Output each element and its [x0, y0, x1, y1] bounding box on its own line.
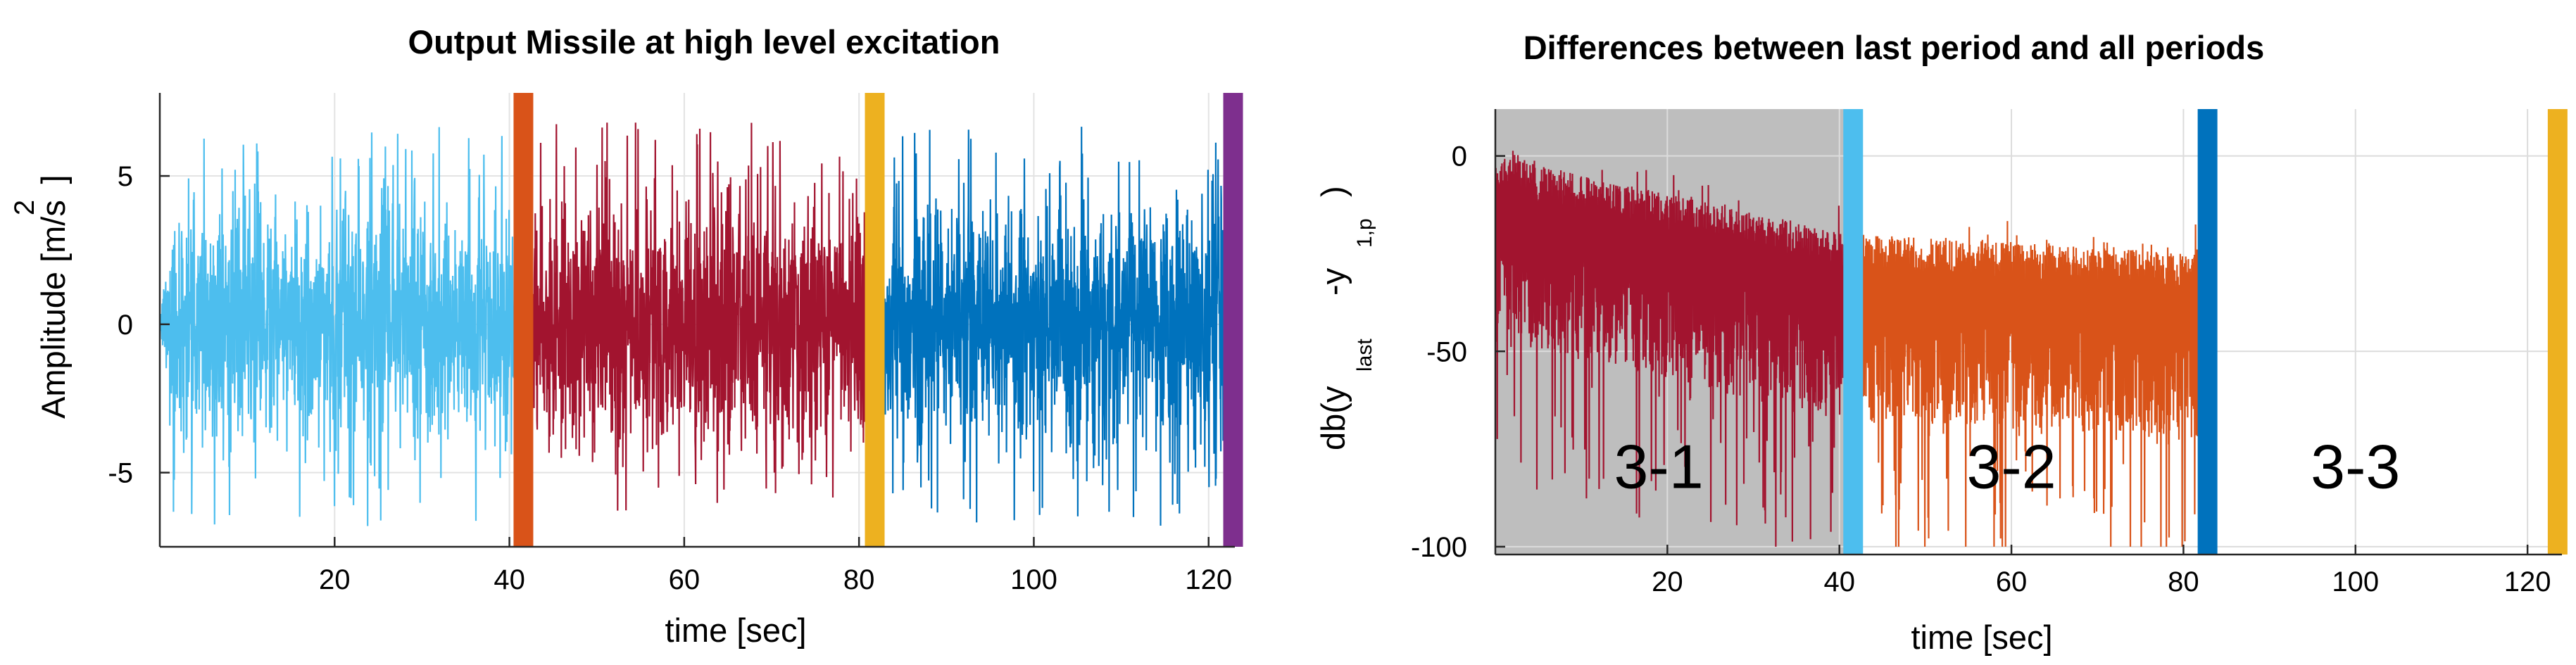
series-line-0 — [1495, 151, 1854, 547]
x-tick-label-3: 80 — [843, 564, 875, 595]
chart-amplitude: 20 40 60 80 100 120 -5 0 5 Output Missile at hig… — [9, 23, 1243, 649]
chart-amplitude-ylabel-close: ] — [34, 175, 72, 184]
chart-amplitude-ylabel-superscript: 2 — [9, 200, 40, 215]
series-line-1 — [1852, 221, 2209, 547]
chart-amplitude-series — [160, 122, 1231, 526]
chart-amplitude-markers — [513, 93, 1243, 547]
x-tick-label-2: 60 — [669, 564, 700, 595]
x-tick-label-0: 20 — [1652, 566, 1683, 597]
series-line-1 — [526, 122, 872, 511]
x-tick-label-1: 40 — [494, 564, 525, 595]
chart-differences-annotations: 3-1 3-2 3-3 — [1614, 432, 2401, 502]
chart-differences-ylabel-sub1: last — [1353, 338, 1376, 372]
chart-differences: 20 40 60 80 100 120 -100 -50 0 3-1 3-2 3-3 Differe… — [1314, 29, 2568, 656]
chart-differences-series — [1495, 151, 2209, 547]
chart-differences-xlabel: time [sec] — [1911, 619, 2052, 656]
y-tick-label-0: -100 — [1411, 532, 1467, 563]
y-tick-label-2: 5 — [118, 161, 133, 192]
chart-differences-ylabel-prefix: db(y — [1314, 386, 1352, 450]
x-tick-label-2: 60 — [1996, 566, 2028, 597]
x-tick-label-5: 120 — [1185, 564, 1232, 595]
chart-amplitude-xlabel: time [sec] — [665, 612, 806, 649]
x-tick-label-1: 40 — [1823, 566, 1855, 597]
chart-differences-ylabel-mid: -y — [1314, 267, 1352, 296]
period-marker-2 — [1223, 93, 1243, 547]
period-marker-0 — [1843, 109, 1864, 555]
period-marker-2 — [2547, 109, 2568, 555]
chart-amplitude-ylabel: Amplitude [m/s — [34, 200, 72, 419]
x-tick-label-4: 100 — [1010, 564, 1057, 595]
chart-amplitude-title: Output Missile at high level excitation — [408, 23, 1000, 61]
series-line-2 — [877, 127, 1231, 526]
chart-differences-ylabel-close: ) — [1314, 186, 1352, 197]
y-tick-label-2: 0 — [1452, 141, 1467, 172]
chart-differences-markers — [1843, 109, 2568, 555]
x-tick-label-0: 20 — [319, 564, 351, 595]
period-marker-0 — [513, 93, 534, 547]
period-marker-1 — [865, 93, 885, 547]
chart-differences-axes — [1494, 109, 2562, 556]
chart-differences-ylabel-sub2: 1,p — [1353, 218, 1376, 248]
period-marker-1 — [2197, 109, 2218, 555]
y-tick-label-0: -5 — [108, 458, 133, 489]
chart-differences-ticks: 20 40 60 80 100 120 -100 -50 0 — [1411, 141, 2551, 597]
annotation-2: 3-2 — [1966, 432, 2056, 502]
y-tick-label-1: 0 — [118, 310, 133, 341]
chart-amplitude-ticks: 20 40 60 80 100 120 -5 0 5 — [108, 161, 1232, 595]
x-tick-label-4: 100 — [2332, 566, 2379, 597]
x-tick-label-3: 80 — [2168, 566, 2199, 597]
annotation-1: 3-1 — [1614, 432, 1704, 502]
y-tick-label-1: -50 — [1426, 336, 1467, 367]
chart-amplitude-axes — [158, 93, 1235, 548]
annotation-3: 3-3 — [2311, 432, 2400, 502]
chart-differences-title: Differences between last period and all … — [1523, 29, 2265, 66]
series-line-0 — [160, 127, 521, 526]
x-tick-label-5: 120 — [2504, 566, 2551, 597]
